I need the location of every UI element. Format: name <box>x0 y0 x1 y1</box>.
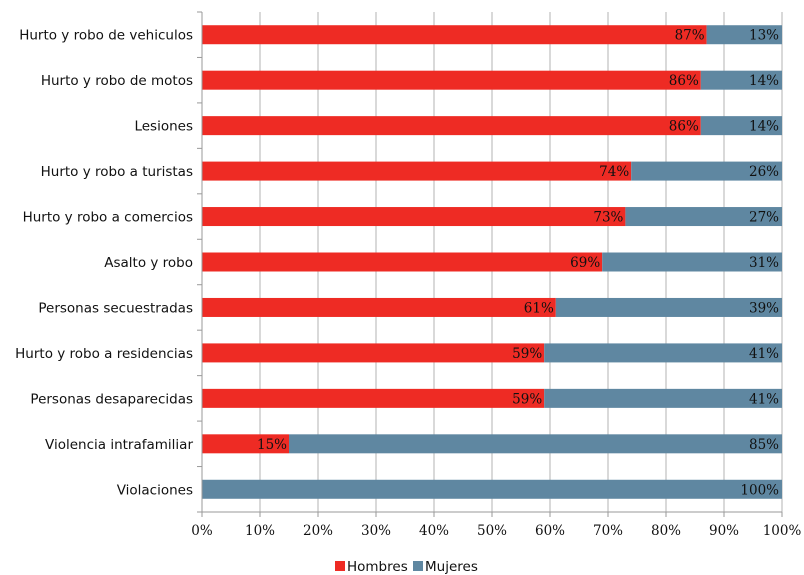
category-label: Hurto y robo de vehiculos <box>19 28 193 44</box>
category-labels: Hurto y robo de vehiculos Hurto y robo de… <box>15 28 193 499</box>
bar-mujeres <box>706 25 782 45</box>
data-label-hombres: 87% <box>675 28 705 44</box>
legend-swatch-mujeres <box>413 561 423 571</box>
bar-hombres <box>202 207 626 227</box>
data-label-mujeres: 41% <box>749 346 779 362</box>
x-tick-label: 100% <box>763 523 802 539</box>
data-label-hombres: 74% <box>599 164 629 180</box>
bar-mujeres <box>700 70 782 90</box>
data-label-hombres: 73% <box>593 210 623 226</box>
x-tick-label: 30% <box>361 523 391 539</box>
category-label: Violaciones <box>117 482 193 498</box>
bar-hombres <box>202 70 701 90</box>
legend-swatch-hombres <box>335 561 345 571</box>
bar-mujeres <box>602 252 782 272</box>
data-label-hombres: 69% <box>570 255 600 271</box>
x-tick-label: 50% <box>477 523 507 539</box>
axes <box>197 11 783 517</box>
x-tick-label: 90% <box>709 523 739 539</box>
data-label-hombres: 61% <box>524 300 554 316</box>
bar-mujeres <box>289 434 782 454</box>
category-label: Hurto y robo a comercios <box>23 210 193 226</box>
bar-mujeres <box>544 388 782 408</box>
category-label: Hurto y robo de motos <box>41 73 193 89</box>
bar-hombres <box>202 252 603 272</box>
bar-hombres <box>202 25 707 45</box>
data-label-mujeres: 85% <box>749 437 779 453</box>
category-label: Hurto y robo a residencias <box>15 346 193 362</box>
data-label-mujeres: 14% <box>749 73 779 89</box>
x-tick-label: 0% <box>191 523 213 539</box>
x-tick-label: 60% <box>535 523 565 539</box>
x-tick-label: 70% <box>593 523 623 539</box>
data-label-mujeres: 27% <box>749 210 779 226</box>
category-label: Personas secuestradas <box>38 300 193 316</box>
bar-hombres <box>202 434 289 454</box>
data-label-mujeres: 41% <box>749 391 779 407</box>
data-label-mujeres: 100% <box>740 482 779 498</box>
bar-mujeres <box>555 297 782 317</box>
data-label-hombres: 86% <box>669 73 699 89</box>
bar-hombres <box>202 343 545 363</box>
bar-mujeres <box>544 343 782 363</box>
legend: Hombres Mujeres <box>335 559 478 575</box>
bar-hombres <box>202 161 632 181</box>
category-label: Hurto y robo a turistas <box>41 164 193 180</box>
x-tick-label: 10% <box>245 523 275 539</box>
data-label-mujeres: 26% <box>749 164 779 180</box>
bar-mujeres <box>625 207 782 227</box>
x-tick-label: 40% <box>419 523 449 539</box>
category-label: Lesiones <box>134 119 193 135</box>
bars <box>202 25 782 499</box>
data-label-hombres: 59% <box>512 346 542 362</box>
bar-mujeres <box>631 161 782 181</box>
category-label: Asalto y robo <box>104 255 193 271</box>
category-label: Violencia intrafamiliar <box>45 437 193 453</box>
data-label-hombres: 59% <box>512 391 542 407</box>
bar-hombres <box>202 297 556 317</box>
x-tick-label: 80% <box>651 523 681 539</box>
legend-label-mujeres: Mujeres <box>425 559 478 575</box>
x-tick-labels: 0% 10% 20% 30% 40% 50% 60% 70% 80% 90% 100% <box>191 523 801 539</box>
x-tick-label: 20% <box>303 523 333 539</box>
bar-mujeres <box>202 479 782 499</box>
data-label-hombres: 86% <box>669 119 699 135</box>
data-label-mujeres: 13% <box>749 28 779 44</box>
data-label-mujeres: 31% <box>749 255 779 271</box>
data-label-hombres: 15% <box>257 437 287 453</box>
data-labels: 87% 13% 86% 14% 86% 14% 74% 26% 73% 27% 69% 31% 61% 3… <box>257 28 779 499</box>
bar-hombres <box>202 116 701 136</box>
data-label-mujeres: 39% <box>749 300 779 316</box>
bar-hombres <box>202 388 545 408</box>
legend-label-hombres: Hombres <box>347 559 408 575</box>
bar-mujeres <box>700 116 782 136</box>
data-label-mujeres: 14% <box>749 119 779 135</box>
category-label: Personas desaparecidas <box>30 391 193 407</box>
